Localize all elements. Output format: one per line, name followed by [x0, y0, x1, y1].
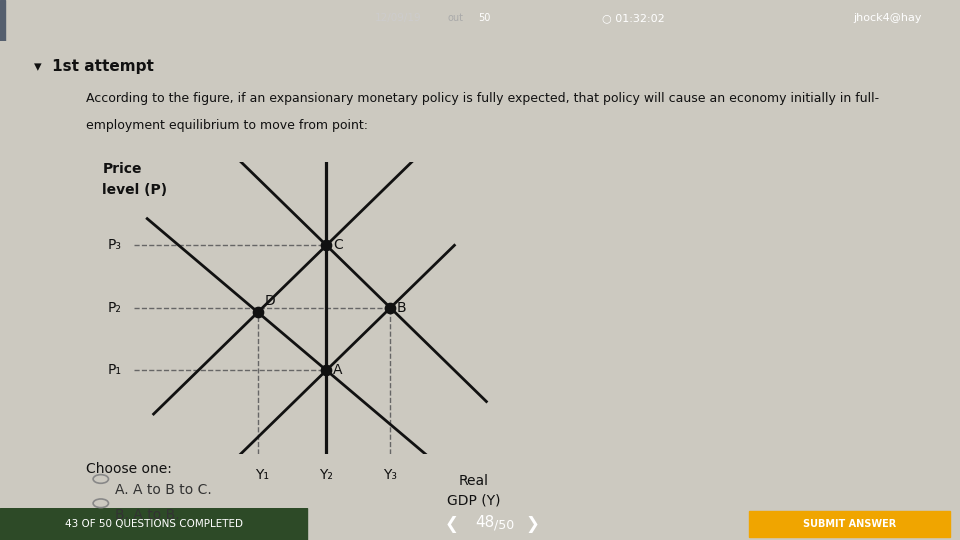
Point: [319, 241, 334, 249]
Text: A. A to B to C.: A. A to B to C.: [115, 483, 212, 497]
Bar: [749, 511, 950, 537]
Text: B. A to B.: B. A to B.: [115, 508, 180, 522]
Text: P₁: P₁: [108, 363, 122, 377]
Text: ❮: ❮: [444, 515, 458, 533]
Text: 48: 48: [475, 515, 494, 530]
Text: ▾  1st attempt: ▾ 1st attempt: [34, 59, 154, 75]
Text: Choose one:: Choose one:: [86, 462, 172, 476]
Text: ○ 01:32:02: ○ 01:32:02: [602, 13, 665, 23]
Text: Price: Price: [103, 162, 142, 176]
Bar: [0, 508, 307, 540]
Text: Y₁: Y₁: [255, 468, 270, 482]
Bar: [0, 0, 5, 40]
Text: C: C: [333, 238, 343, 252]
Text: ❯: ❯: [526, 515, 540, 533]
Text: Real: Real: [459, 475, 489, 488]
Point: [319, 366, 334, 375]
Text: P₃: P₃: [108, 238, 122, 252]
Text: According to the figure, if an expansionary monetary policy is fully expected, t: According to the figure, if an expansion…: [86, 92, 879, 105]
Text: jhock4@hay: jhock4@hay: [853, 13, 922, 23]
Text: Y₂: Y₂: [320, 468, 333, 482]
Point: [251, 308, 266, 316]
Point: [383, 303, 398, 312]
Text: employment equilibrium to move from point:: employment equilibrium to move from poin…: [86, 119, 369, 132]
Text: /50: /50: [493, 519, 515, 532]
Text: GDP (Y): GDP (Y): [446, 493, 500, 507]
Text: Y₃: Y₃: [383, 468, 397, 482]
Text: 50: 50: [479, 13, 491, 23]
Text: D: D: [264, 294, 275, 308]
Text: B: B: [396, 301, 406, 315]
Text: out: out: [448, 13, 464, 23]
Text: level (P): level (P): [103, 183, 168, 197]
Text: 43 OF 50 QUESTIONS COMPLETED: 43 OF 50 QUESTIONS COMPLETED: [64, 519, 243, 529]
Text: SUBMIT ANSWER: SUBMIT ANSWER: [803, 519, 897, 529]
Text: P₂: P₂: [108, 301, 122, 315]
Text: 12/09/19: 12/09/19: [375, 13, 421, 23]
Text: A: A: [333, 363, 343, 377]
